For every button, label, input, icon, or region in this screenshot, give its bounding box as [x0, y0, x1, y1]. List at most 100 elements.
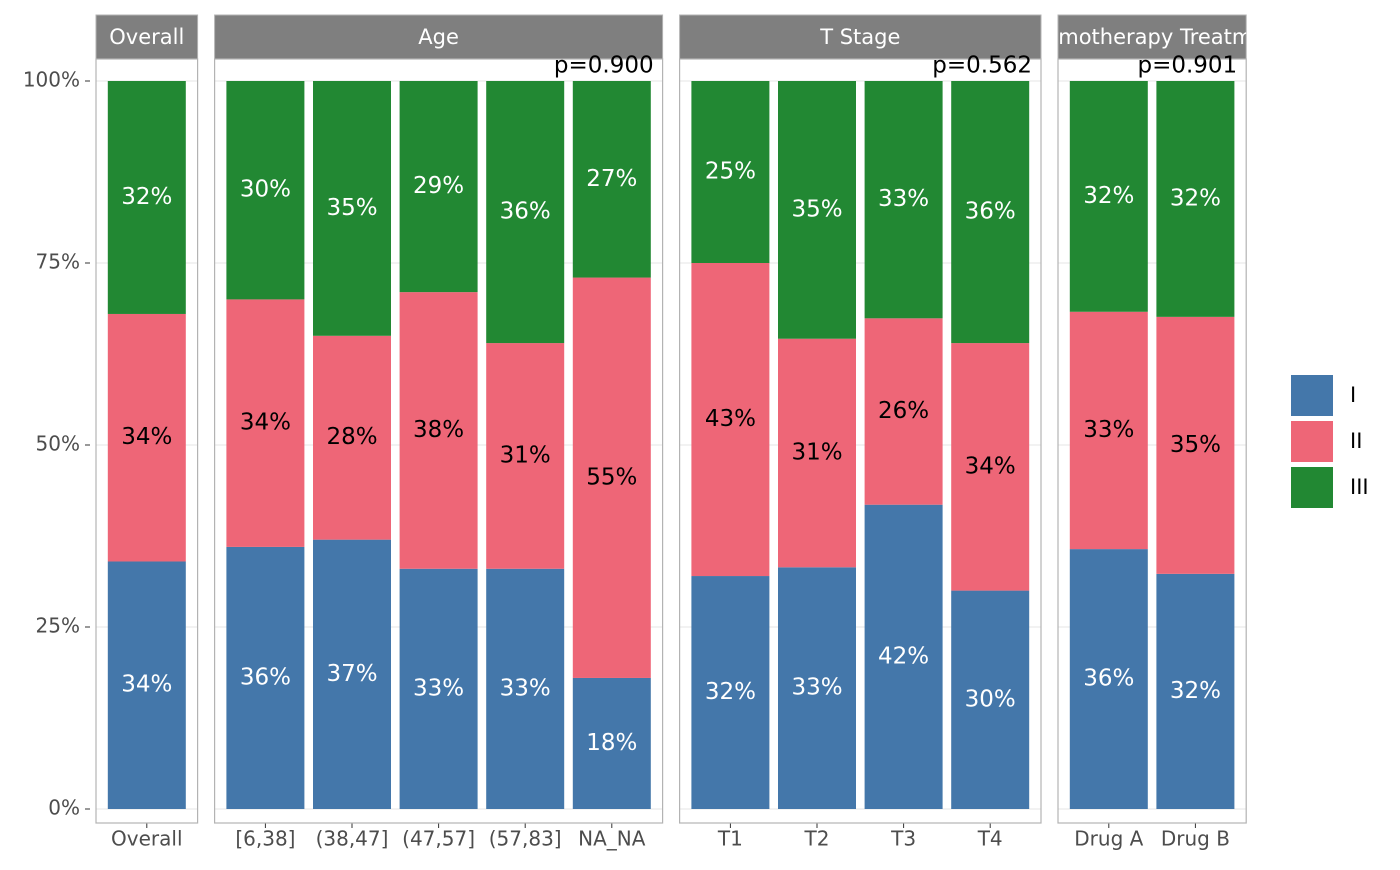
value-label: 18%: [586, 730, 637, 756]
bar-segment: [399, 568, 478, 809]
legend-swatch: [1291, 421, 1333, 462]
facet-title: Chemotherapy Treatment: [1017, 25, 1286, 49]
value-label: 32%: [121, 184, 172, 210]
bar-segment: [226, 299, 305, 547]
value-label: 32%: [1170, 185, 1221, 211]
legend-label: II: [1350, 429, 1362, 453]
legend-swatch: [1291, 467, 1333, 508]
bar-segment: [572, 81, 651, 278]
x-tick-label: T3: [890, 827, 916, 851]
bar-segment: [951, 590, 1030, 809]
value-label: 43%: [705, 406, 756, 432]
x-tick-label: (38,47]: [316, 827, 389, 851]
bar-segment: [226, 81, 305, 300]
x-tick-label: T2: [804, 827, 830, 851]
y-tick-label: 50%: [36, 432, 80, 456]
value-label: 37%: [326, 661, 377, 687]
bar-segment: [778, 81, 856, 339]
value-label: 32%: [705, 679, 756, 705]
bar-segment: [691, 81, 770, 263]
facet-title: Age: [418, 25, 459, 49]
bar-segment: [107, 81, 186, 314]
x-tick-label: NA_NA: [578, 827, 646, 851]
bar-segment: [864, 318, 943, 505]
bar-segment: [691, 263, 770, 577]
bar-segment: [1156, 573, 1235, 809]
value-label: 55%: [586, 464, 637, 490]
bar-segment: [1156, 81, 1235, 317]
value-label: 30%: [965, 686, 1016, 712]
panel-border: [678, 58, 1042, 824]
value-label: 33%: [413, 675, 464, 701]
bar-segment: [107, 313, 186, 562]
bar-segment: [313, 335, 391, 540]
y-tick-label: 0%: [48, 796, 80, 820]
x-tick-label: T1: [717, 827, 743, 851]
value-label: 38%: [413, 417, 464, 443]
bar-segment: [486, 568, 565, 809]
p-value: p=0.901: [1137, 53, 1237, 79]
facet-strip: [95, 14, 199, 60]
panel-border: [1057, 58, 1247, 824]
bar-segment: [572, 277, 651, 678]
value-label: 28%: [326, 424, 377, 450]
value-label: 31%: [791, 440, 842, 466]
bar-segment: [1069, 311, 1148, 550]
value-label: 33%: [878, 186, 929, 212]
bar-segment: [1069, 549, 1148, 809]
y-tick-label: 100%: [23, 68, 80, 92]
x-tick-label: (57,83]: [489, 827, 562, 851]
value-label: 31%: [500, 442, 551, 468]
x-tick-label: (47,57]: [402, 827, 475, 851]
p-value: p=0.900: [554, 53, 654, 79]
bar-segment: [778, 567, 856, 809]
value-label: 33%: [1083, 417, 1134, 443]
bar-segment: [486, 81, 565, 344]
value-label: 36%: [965, 199, 1016, 225]
value-label: 35%: [791, 196, 842, 222]
bar-segment: [778, 338, 856, 568]
bar-segment: [313, 539, 391, 809]
panel-border: [95, 58, 199, 824]
value-label: 34%: [121, 424, 172, 450]
bar-segment: [864, 81, 943, 319]
value-label: 34%: [965, 453, 1016, 479]
value-label: 36%: [1083, 666, 1134, 692]
value-label: 29%: [413, 173, 464, 199]
x-tick-label: T4: [977, 827, 1003, 851]
bar-segment: [226, 546, 305, 809]
legend-label: III: [1350, 475, 1369, 499]
value-label: 42%: [878, 643, 929, 669]
value-label: 34%: [240, 410, 291, 436]
x-tick-label: [6,38]: [235, 827, 295, 851]
bar-segment: [399, 81, 478, 293]
value-label: 27%: [586, 166, 637, 192]
x-tick-label: Drug A: [1074, 827, 1143, 851]
value-label: 34%: [121, 672, 172, 698]
bar-segment: [313, 81, 391, 336]
facet-strip: [679, 14, 1042, 60]
x-tick-label: Overall: [111, 827, 182, 851]
bar-segment: [951, 81, 1030, 344]
bar-segment: [1156, 316, 1235, 574]
bar-segment: [399, 292, 478, 569]
bar-segment: [864, 504, 943, 809]
legend-label: I: [1350, 383, 1356, 407]
bar-segment: [691, 576, 770, 809]
value-label: 36%: [240, 664, 291, 690]
value-label: 35%: [1170, 432, 1221, 458]
legend-swatch: [1291, 375, 1333, 416]
value-label: 32%: [1170, 678, 1221, 704]
value-label: 35%: [326, 195, 377, 221]
p-value: p=0.562: [932, 53, 1032, 79]
bar-segment: [107, 561, 186, 809]
value-label: 25%: [705, 159, 756, 185]
y-tick-label: 25%: [36, 614, 80, 638]
bar-segment: [951, 343, 1030, 591]
panel-border: [214, 58, 664, 824]
value-label: 36%: [500, 199, 551, 225]
facet-title: T Stage: [819, 25, 900, 49]
value-label: 26%: [878, 398, 929, 424]
bar-segment: [572, 677, 651, 809]
